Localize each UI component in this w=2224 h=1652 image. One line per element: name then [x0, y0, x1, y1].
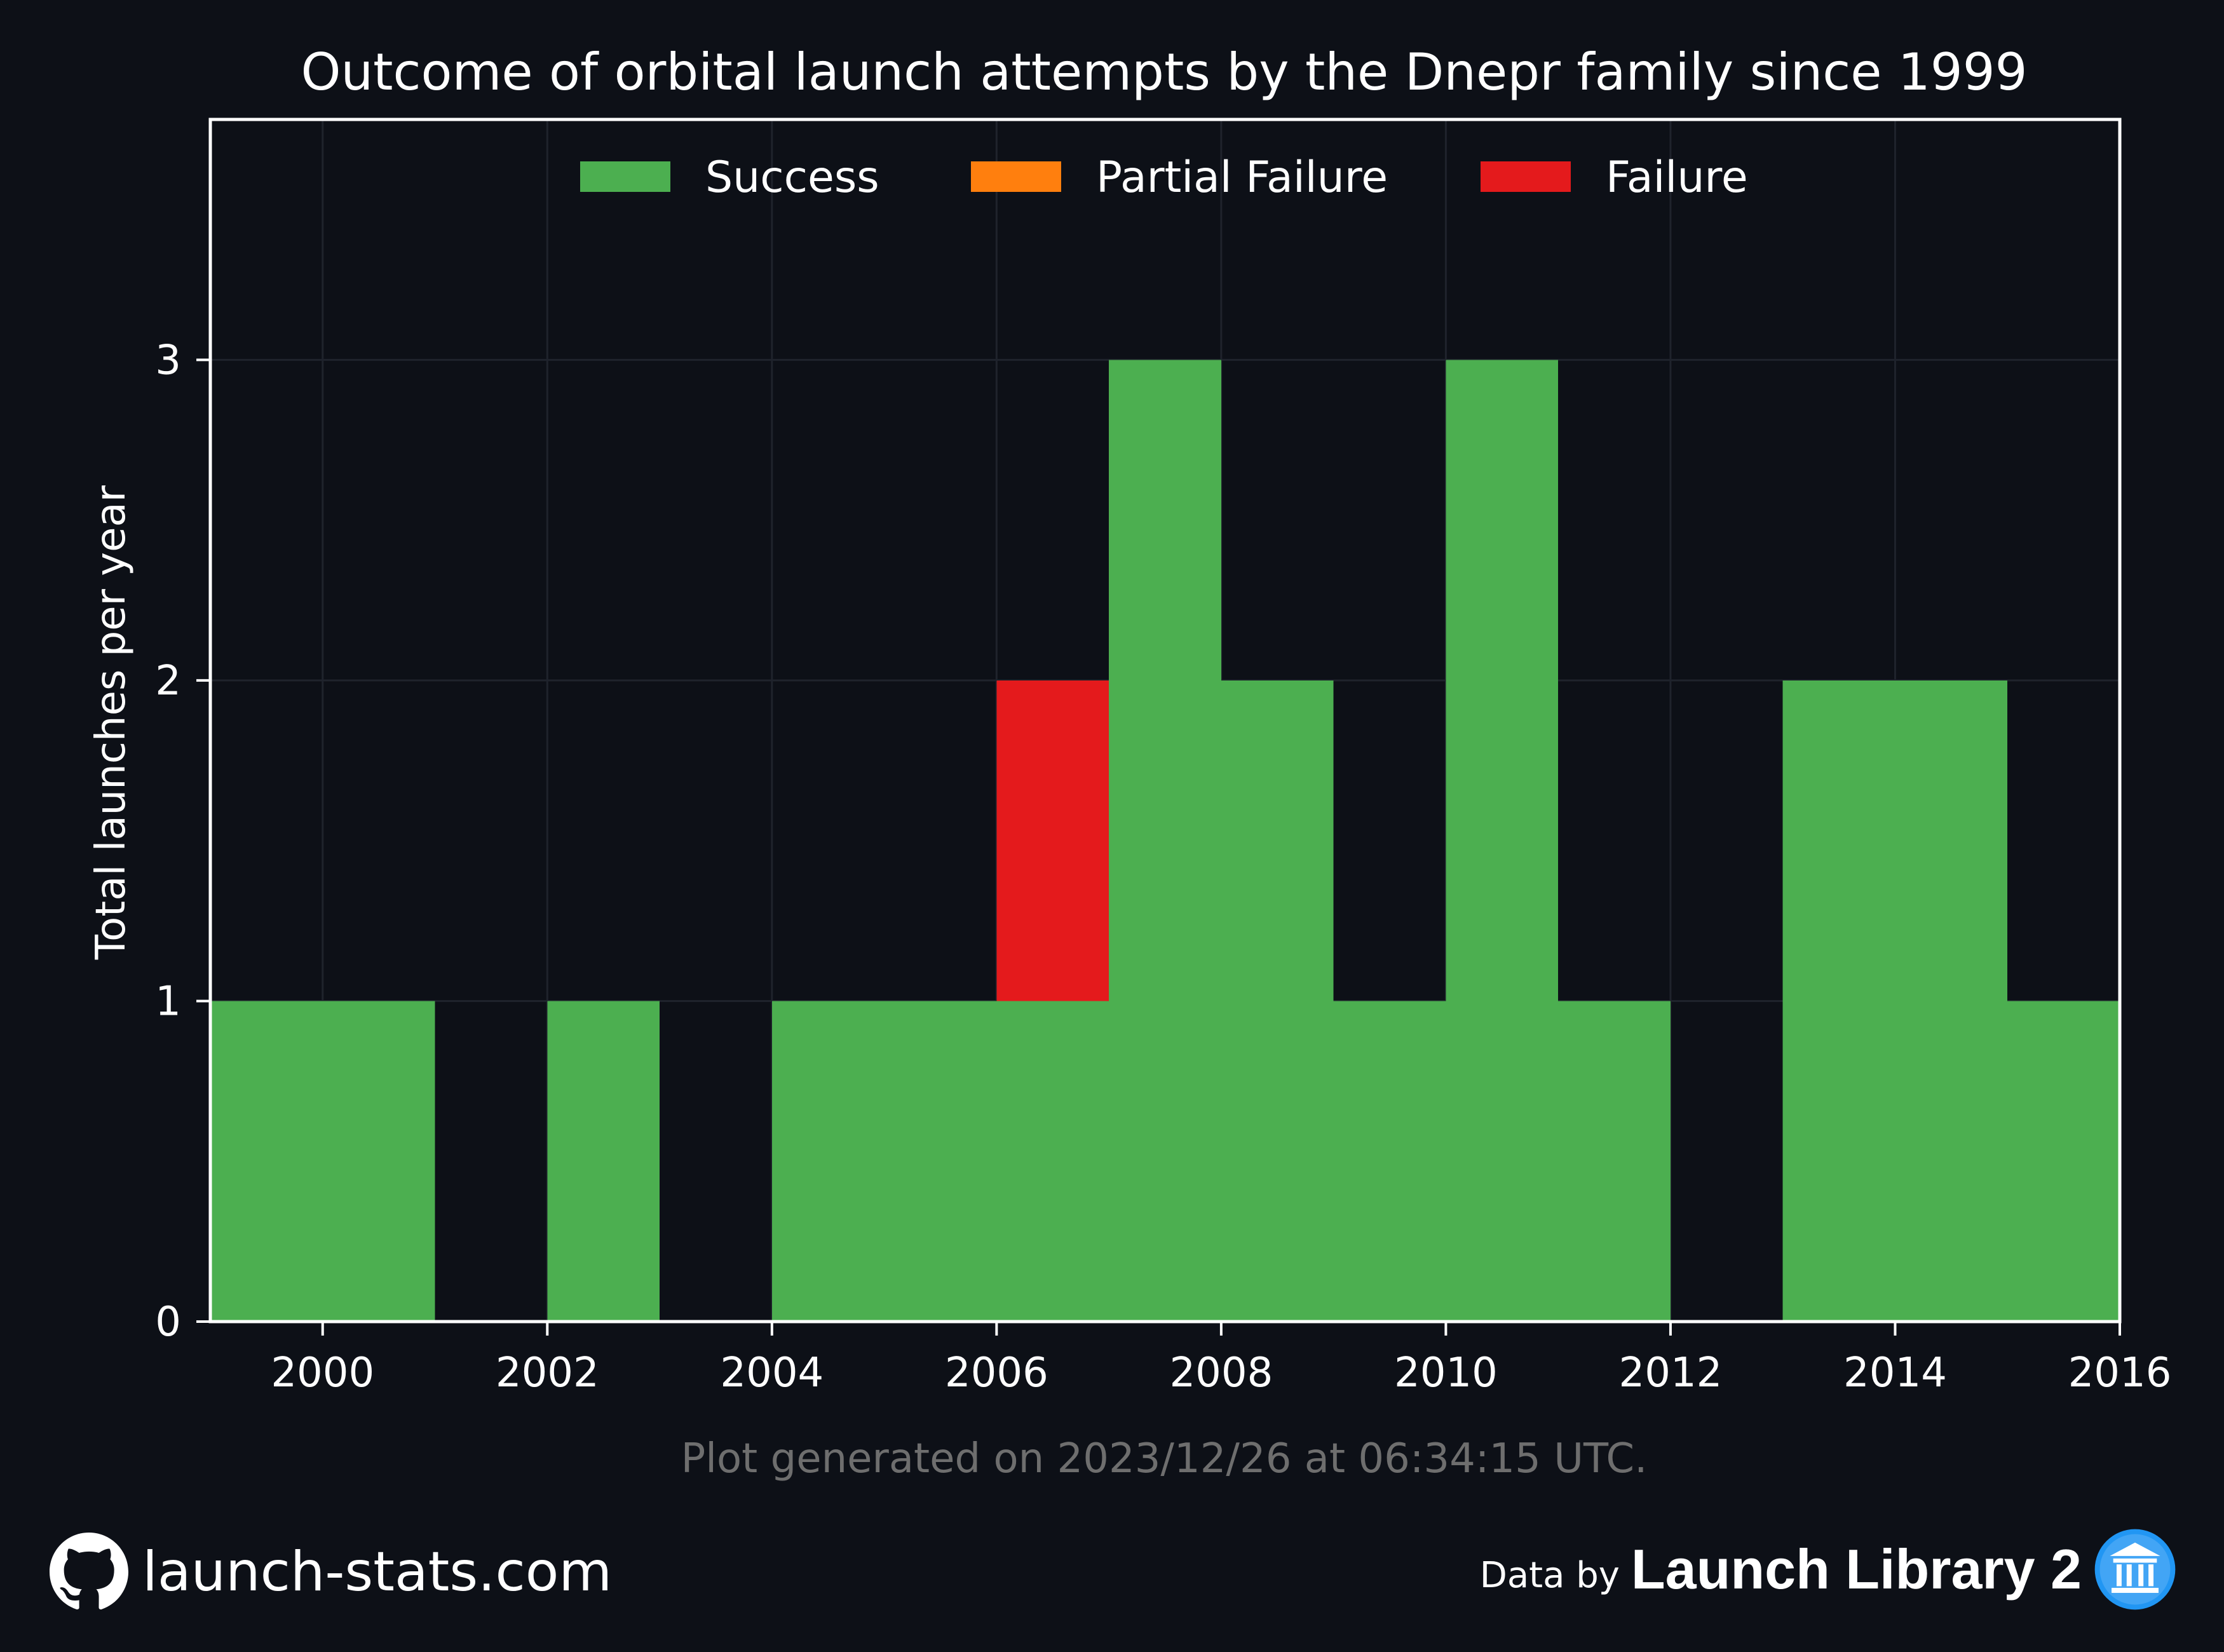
plot-area: 2000 2002 2004 2006 2008 2010 2012 2014 2016 0 1 2…: [155, 118, 2171, 1397]
x-tick-label: 2012: [1619, 1350, 1723, 1397]
legend-swatch-failure: [1481, 161, 1571, 192]
bar-success-2011: [1558, 1001, 1671, 1322]
y-tick-label: 1: [155, 978, 181, 1025]
site-link[interactable]: launch-stats.com: [142, 1540, 613, 1604]
x-tick-label: 2006: [945, 1350, 1048, 1397]
bar-success-2008: [1221, 680, 1334, 1322]
y-axis-label: Total launches per year: [88, 485, 135, 960]
bar-success-2009: [1333, 1001, 1446, 1322]
y-tick-label: 2: [155, 658, 181, 705]
bar-success-1999: [210, 1001, 323, 1322]
x-tick-label: 2010: [1394, 1350, 1498, 1397]
x-tick-label: 2002: [496, 1350, 599, 1397]
x-tick-label: 2004: [720, 1350, 824, 1397]
github-icon: [50, 1533, 128, 1609]
bar-success-2014: [1895, 680, 2008, 1322]
bar-success-2002: [547, 1001, 660, 1322]
launch-library-icon: [2094, 1529, 2176, 1610]
bar-success-2015: [2007, 1001, 2120, 1322]
bar-success-2000: [322, 1001, 435, 1322]
x-tick-label: 2000: [271, 1350, 374, 1397]
data-by-label: Data by: [1479, 1554, 1620, 1596]
bar-success-2006: [996, 1001, 1109, 1322]
y-axis-ticks: 0 1 2 3: [155, 337, 210, 1346]
x-tick-label: 2016: [2068, 1350, 2172, 1397]
y-tick-label: 0: [155, 1299, 181, 1346]
x-tick-label: 2014: [1843, 1350, 1947, 1397]
plot-generated-note: Plot generated on 2023/12/26 at 06:34:15…: [681, 1435, 1648, 1482]
legend-label: Success: [705, 152, 879, 203]
y-tick-label: 3: [155, 337, 181, 384]
bar-success-2005: [884, 1001, 997, 1322]
legend-label: Failure: [1606, 152, 1748, 203]
bar-success-2004: [771, 1001, 885, 1322]
legend: Success Partial Failure Failure: [580, 152, 1748, 203]
bar-failure-2006: [996, 680, 1109, 1001]
legend-swatch-partial-failure: [971, 161, 1061, 192]
plot-frame: [208, 118, 2122, 1324]
legend-label: Partial Failure: [1096, 152, 1388, 203]
x-tick-label: 2008: [1169, 1350, 1273, 1397]
bars: [210, 360, 2120, 1322]
launch-library-link[interactable]: Launch Library 2: [1631, 1538, 2082, 1601]
footer-data-source[interactable]: Data by Launch Library 2: [1480, 1527, 2177, 1611]
x-axis-ticks: 2000 2002 2004 2006 2008 2010 2012 2014 2016: [271, 1322, 2171, 1397]
chart-title: Outcome of orbital launch attempts by th…: [301, 43, 2028, 102]
legend-swatch-success: [580, 161, 670, 192]
bar-success-2007: [1109, 360, 1221, 1322]
bar-success-2010: [1446, 360, 1559, 1322]
bar-success-2013: [1782, 680, 1895, 1322]
footer-site[interactable]: launch-stats.com: [50, 1533, 612, 1611]
